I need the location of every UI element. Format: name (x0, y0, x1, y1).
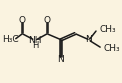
Text: H₃C: H₃C (2, 35, 18, 44)
Text: O: O (44, 16, 51, 25)
Text: H: H (32, 41, 38, 50)
Text: CH₃: CH₃ (100, 25, 116, 34)
Text: N: N (85, 35, 92, 44)
Text: N: N (57, 55, 64, 64)
Text: O: O (19, 16, 26, 25)
Text: NH: NH (28, 36, 42, 45)
Text: CH₃: CH₃ (103, 44, 120, 53)
